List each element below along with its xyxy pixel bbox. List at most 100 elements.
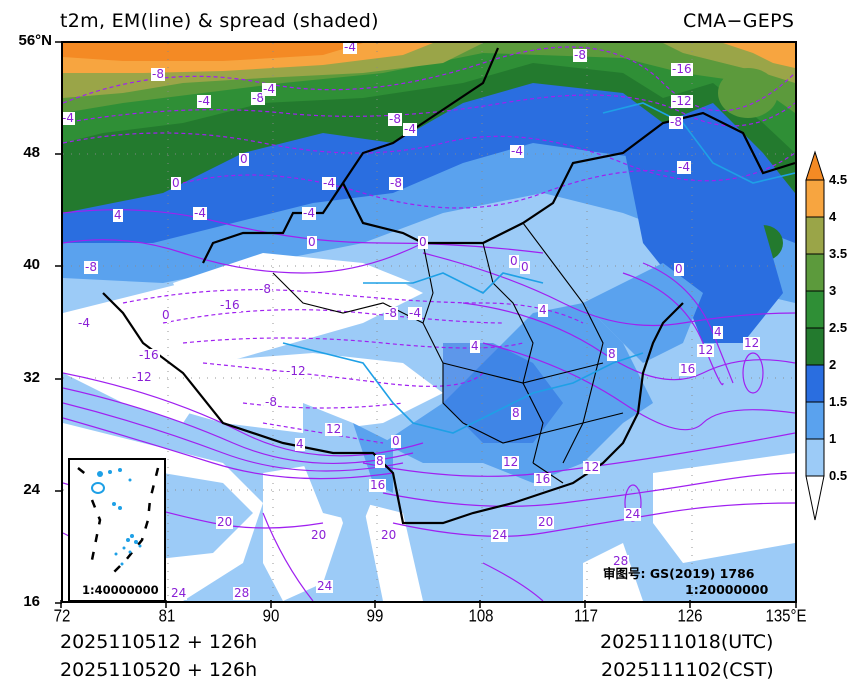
x-axis-ticks bbox=[60, 600, 797, 608]
contour-label: 8 bbox=[375, 454, 385, 468]
contour-label: 4 bbox=[113, 208, 123, 222]
contour-label: 24 bbox=[491, 528, 509, 542]
contour-label: 0 bbox=[520, 260, 530, 274]
contour-label: -4 bbox=[62, 111, 75, 125]
contour-label: -8 bbox=[669, 115, 683, 129]
map-review-number: 审图号: GS(2019) 1786 bbox=[603, 566, 755, 581]
contour-label: 28 bbox=[612, 554, 630, 568]
contour-label: 20 bbox=[216, 515, 234, 529]
x-tick-135: 135°E bbox=[765, 606, 807, 627]
colorbar-label-3-5: 3.5 bbox=[829, 246, 848, 261]
valid-time-cst: 2025111102(CST) bbox=[601, 659, 774, 681]
contour-label: 12 bbox=[697, 343, 715, 357]
contour-label: -8 bbox=[264, 395, 278, 409]
y-tick-32: 32 bbox=[23, 369, 40, 386]
init-time-cst: 2025110520 + 126h bbox=[60, 659, 258, 681]
contour-label: 0 bbox=[307, 235, 317, 249]
x-tick-90: 90 bbox=[262, 606, 280, 627]
main-map-scale: 1:20000000 bbox=[685, 582, 769, 597]
south-china-sea-inset: 1:40000000 bbox=[68, 458, 166, 601]
y-axis-ticks bbox=[55, 41, 62, 604]
contour-label: 4 bbox=[538, 303, 548, 317]
spread-shading-map bbox=[63, 43, 795, 601]
contour-label: 12 bbox=[502, 455, 520, 469]
contour-label: 20 bbox=[537, 515, 555, 529]
contour-label: 0 bbox=[161, 308, 171, 322]
contour-label: -8 bbox=[573, 48, 587, 62]
contour-label: -4 bbox=[510, 144, 524, 158]
y-tick-56: 56°N bbox=[18, 32, 52, 49]
init-time-utc: 2025110512 + 126h bbox=[60, 631, 258, 653]
contour-label: 0 bbox=[674, 262, 684, 276]
y-tick-16: 16 bbox=[23, 593, 40, 610]
x-tick-72: 72 bbox=[53, 606, 71, 627]
contour-label: -8 bbox=[151, 67, 165, 81]
x-tick-108: 108 bbox=[468, 606, 494, 627]
contour-label: 4 bbox=[295, 437, 305, 451]
contour-label: -4 bbox=[322, 176, 336, 190]
colorbar-label-3: 3 bbox=[829, 283, 837, 298]
contour-label: -8 bbox=[388, 112, 402, 126]
contour-label: 0 bbox=[391, 434, 401, 448]
contour-label: 24 bbox=[624, 507, 642, 521]
contour-label: -16 bbox=[671, 62, 693, 76]
valid-time-utc: 2025111018(UTC) bbox=[600, 631, 774, 653]
contour-label: -4 bbox=[343, 41, 357, 54]
contour-label: -4 bbox=[677, 160, 691, 174]
contour-label: 16 bbox=[369, 478, 387, 492]
contour-label: -12 bbox=[671, 94, 693, 108]
contour-label: -8 bbox=[384, 306, 398, 320]
contour-label: -4 bbox=[302, 206, 316, 220]
colorbar-label-2: 2 bbox=[829, 357, 837, 372]
contour-label: -4 bbox=[403, 122, 417, 136]
contour-label: 16 bbox=[534, 472, 552, 486]
contour-label: 12 bbox=[583, 460, 601, 474]
contour-label: 0 bbox=[509, 254, 519, 268]
y-tick-24: 24 bbox=[23, 481, 40, 498]
colorbar-label-4-5: 4.5 bbox=[829, 172, 848, 187]
contour-label: 12 bbox=[325, 422, 343, 436]
colorbar-label-4: 4 bbox=[829, 209, 837, 224]
chart-title: t2m, EM(line) & spread (shaded) bbox=[60, 10, 379, 32]
contour-label: 20 bbox=[310, 528, 328, 542]
y-tick-40: 40 bbox=[23, 256, 40, 273]
contour-label: 12 bbox=[743, 336, 761, 350]
contour-label: -12 bbox=[131, 370, 153, 384]
contour-label: -8 bbox=[84, 260, 98, 274]
x-tick-81: 81 bbox=[158, 606, 176, 627]
contour-label: -16 bbox=[219, 298, 241, 312]
y-tick-48: 48 bbox=[23, 144, 40, 161]
contour-label: 28 bbox=[233, 586, 251, 600]
model-label: CMA−GEPS bbox=[683, 10, 795, 32]
contour-label: -12 bbox=[285, 364, 307, 378]
contour-label: -4 bbox=[77, 316, 91, 330]
contour-label: 8 bbox=[607, 347, 617, 361]
contour-label: -4 bbox=[408, 306, 422, 320]
contour-label: 4 bbox=[470, 339, 480, 353]
contour-label: 0 bbox=[418, 235, 428, 249]
x-tick-99: 99 bbox=[366, 606, 384, 627]
contour-label: 0 bbox=[171, 176, 181, 190]
contour-label: -8 bbox=[389, 176, 403, 190]
spread-colorbar bbox=[805, 150, 825, 521]
contour-label: 24 bbox=[316, 579, 334, 593]
contour-label: 0 bbox=[239, 152, 249, 166]
colorbar-label-1: 1 bbox=[829, 431, 837, 446]
contour-label: 8 bbox=[511, 406, 521, 420]
colorbar-label-1-5: 1.5 bbox=[829, 394, 848, 409]
contour-label: 24 bbox=[170, 586, 188, 600]
inset-scale: 1:40000000 bbox=[82, 583, 159, 597]
contour-label: -4 bbox=[193, 206, 207, 220]
x-tick-117: 117 bbox=[574, 606, 598, 627]
contour-label: 20 bbox=[380, 528, 398, 542]
contour-label: -8 bbox=[251, 91, 265, 105]
x-tick-126: 126 bbox=[677, 606, 703, 627]
contour-label: -8 bbox=[258, 282, 272, 296]
map-plot-area: -4 -8 -4 -4 -8 -4 -8 -16 -12 -8 -8 -4 -4… bbox=[61, 41, 797, 603]
contour-label: 4 bbox=[713, 325, 723, 339]
contour-label: -4 bbox=[197, 94, 211, 108]
inset-map bbox=[77, 467, 160, 577]
contour-label: -16 bbox=[138, 348, 160, 362]
contour-label: -4 bbox=[262, 82, 276, 96]
contour-label: 16 bbox=[679, 362, 697, 376]
